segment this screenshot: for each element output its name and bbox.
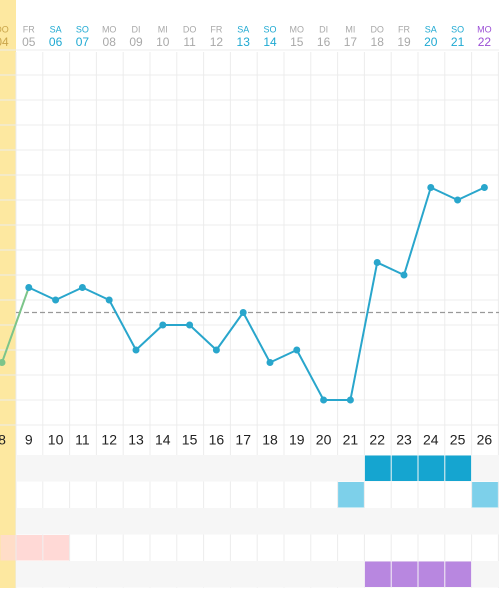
- date: 07: [76, 35, 90, 49]
- cycle-day: 12: [101, 432, 117, 448]
- temperature-point: [293, 346, 301, 354]
- temperature-segment: [1, 287, 30, 363]
- cycle-day: 13: [128, 432, 144, 448]
- weekday: MI: [345, 24, 355, 34]
- temperature-point: [373, 259, 381, 266]
- temperature-point: [132, 346, 140, 354]
- weekday: DO: [0, 24, 9, 34]
- temperature-line: [28, 186, 485, 401]
- cycle-day: 8: [0, 432, 6, 448]
- weekday: FR: [23, 24, 35, 34]
- temperature-point: [400, 271, 408, 279]
- tracking-cell: [16, 535, 43, 561]
- weekday: SA: [50, 24, 62, 34]
- date: 16: [317, 35, 331, 49]
- weekday: MI: [158, 24, 168, 34]
- date: 06: [49, 35, 63, 49]
- temperature-point: [239, 309, 247, 316]
- date: 19: [397, 35, 411, 49]
- date: 12: [210, 35, 224, 49]
- temperature-point: [427, 184, 435, 191]
- cycle-day: 22: [369, 432, 385, 448]
- cycle-day: 11: [75, 432, 90, 448]
- cycle-day: 26: [477, 432, 493, 448]
- tracking-cell: [445, 561, 472, 587]
- cycle-day: 21: [343, 432, 359, 448]
- temperature-point: [320, 396, 328, 404]
- grid: [0, 49, 499, 588]
- date: 17: [344, 35, 358, 49]
- weekday: MO: [290, 24, 305, 34]
- temperature-point: [266, 359, 274, 366]
- tracking-row-bg: [16, 508, 499, 535]
- cycle-day: 14: [155, 432, 171, 448]
- weekday: MO: [102, 24, 117, 34]
- weekday: SO: [263, 24, 276, 34]
- weekday: FR: [210, 24, 222, 34]
- tracking-cell: [364, 561, 391, 587]
- weekday: FR: [398, 24, 410, 34]
- weekday: SA: [237, 24, 249, 34]
- temperature-point: [25, 284, 33, 291]
- date: 20: [424, 35, 438, 49]
- weekday: DI: [132, 24, 141, 34]
- date: 04: [0, 35, 9, 49]
- selected-day-column: [0, 0, 16, 588]
- temperature-point: [52, 296, 60, 304]
- weekday: DI: [319, 24, 328, 34]
- cycle-day: 18: [262, 432, 278, 448]
- date: 10: [156, 35, 170, 49]
- cycle-day: 23: [396, 432, 412, 448]
- date: 15: [290, 35, 304, 49]
- date: 18: [371, 35, 385, 49]
- tracking-cell: [445, 455, 472, 481]
- cycle-day: 19: [289, 432, 305, 448]
- weekday: DO: [183, 24, 197, 34]
- date: 09: [129, 35, 143, 49]
- cycle-day: 20: [316, 432, 332, 448]
- temperature-point: [105, 296, 113, 304]
- cycle-day: 10: [48, 432, 64, 448]
- tracking-cell: [391, 561, 418, 587]
- tracking-cell: [391, 455, 418, 481]
- cycle-day: 24: [423, 432, 439, 448]
- cycle-day: 9: [25, 432, 33, 448]
- tracking-cell: [364, 455, 391, 481]
- temperature-point: [480, 184, 488, 191]
- tracking-cell: [338, 482, 364, 508]
- temperature-point: [0, 359, 6, 366]
- temperature-point: [454, 196, 462, 204]
- date: 13: [237, 35, 251, 49]
- weekday: SO: [76, 24, 89, 34]
- date: 05: [22, 35, 36, 49]
- cycle-day: 25: [450, 432, 466, 448]
- weekday: SO: [451, 24, 464, 34]
- cycle-day: 15: [182, 432, 198, 448]
- date: 11: [183, 35, 196, 49]
- date: 08: [103, 35, 117, 49]
- weekday: MO: [477, 24, 492, 34]
- date: 14: [263, 35, 277, 49]
- temperature-point: [346, 396, 354, 404]
- temperature-point: [78, 284, 86, 291]
- weekday: DO: [370, 24, 384, 34]
- date: 22: [478, 35, 492, 49]
- weekday: SA: [425, 24, 437, 34]
- temperature-point: [159, 321, 167, 329]
- tracking-cell: [418, 561, 445, 587]
- temperature-point: [212, 346, 220, 354]
- tracking-cell: [418, 455, 445, 481]
- cycle-day: 17: [235, 432, 251, 448]
- tracking-cell: [472, 482, 498, 508]
- tracking-cell: [43, 535, 70, 561]
- temperature-point: [186, 321, 194, 329]
- cycle-day: 16: [209, 432, 225, 448]
- date: 21: [451, 35, 465, 49]
- tracking-cell: [0, 535, 16, 561]
